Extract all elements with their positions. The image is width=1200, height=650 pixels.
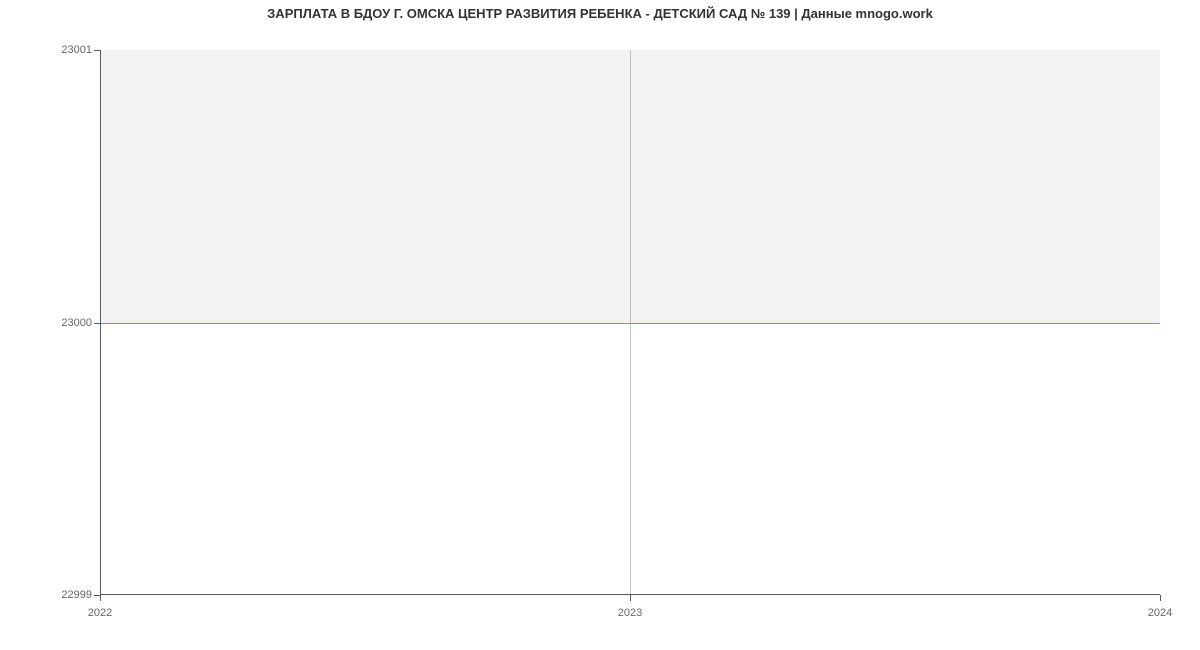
x-tick-mark bbox=[630, 595, 631, 601]
y-tick-mark bbox=[94, 323, 100, 324]
x-tick-mark bbox=[100, 595, 101, 601]
x-tick-label: 2023 bbox=[618, 607, 642, 619]
plot-area bbox=[100, 50, 1160, 595]
y-tick-mark bbox=[94, 50, 100, 51]
x-tick-label: 2024 bbox=[1148, 607, 1172, 619]
y-tick-label: 23000 bbox=[0, 317, 92, 329]
chart-title: ЗАРПЛАТА В БДОУ Г. ОМСКА ЦЕНТР РАЗВИТИЯ … bbox=[0, 6, 1200, 21]
y-tick-label: 23001 bbox=[0, 44, 92, 56]
x-tick-label: 2022 bbox=[88, 607, 112, 619]
x-tick-mark bbox=[1160, 595, 1161, 601]
y-tick-label: 22999 bbox=[0, 589, 92, 601]
salary-line-chart: ЗАРПЛАТА В БДОУ Г. ОМСКА ЦЕНТР РАЗВИТИЯ … bbox=[0, 0, 1200, 650]
